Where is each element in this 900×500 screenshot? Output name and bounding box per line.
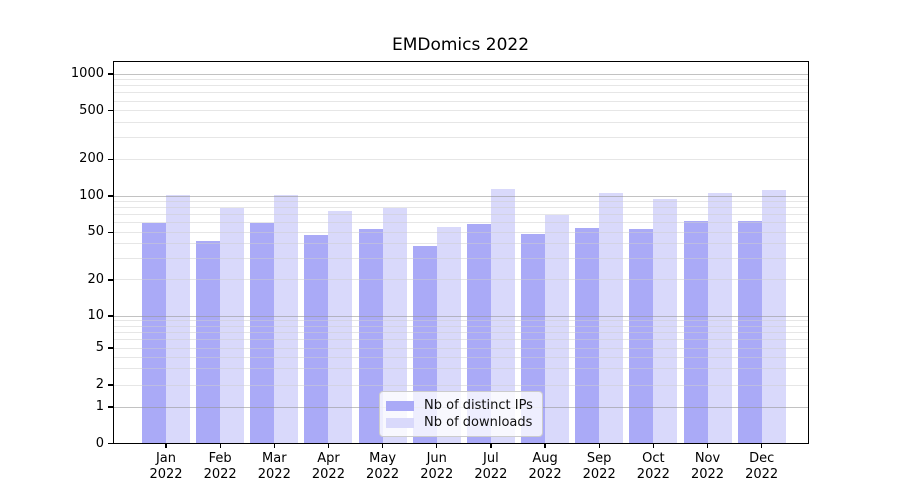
y-tick-mark [108,384,113,386]
x-tick-mark [382,443,384,448]
major-gridline [113,73,808,75]
x-tick-label-jan: Jan 2022 [149,451,183,482]
legend-label-downloads: Nb of downloads [424,415,533,430]
y-tick-label: 2 [95,377,104,392]
bar-distinct-ips-may [358,229,383,444]
legend-swatch-distinct-ips-icon [386,400,414,411]
x-tick-label-aug: Aug 2022 [528,451,562,482]
legend-swatch-downloads-icon [386,417,414,428]
x-tick-mark [706,443,709,448]
x-tick-label-mar: Mar 2022 [257,451,291,482]
minor-gridline [113,356,808,358]
x-tick-label-apr: Apr 2022 [311,451,345,482]
minor-gridline [113,110,808,112]
minor-gridline [113,79,808,81]
x-tick-mark [544,443,546,448]
major-gridline [113,315,808,317]
bar-downloads-sep [599,192,624,444]
y-tick-mark [108,315,113,317]
minor-gridline [113,368,808,370]
x-tick-mark [165,443,167,448]
y-tick-mark [108,231,113,233]
minor-gridline [113,158,808,160]
minor-gridline [113,384,808,386]
minor-gridline [113,279,808,281]
x-tick-mark [436,443,438,448]
bar-distinct-ips-oct [629,229,654,444]
y-tick-mark [108,279,113,281]
y-tick-mark [108,195,113,197]
x-tick-label-jul: Jul 2022 [474,451,508,482]
x-tick-label-feb: Feb 2022 [203,451,237,482]
x-tick-mark [761,443,763,448]
bar-downloads-apr [328,210,353,444]
y-tick-label: 1000 [70,66,104,81]
minor-gridline [113,331,808,333]
x-tick-label-may: May 2022 [366,451,400,482]
minor-gridline [113,122,808,124]
x-tick-mark [327,443,330,448]
legend: Nb of distinct IPs Nb of downloads [379,391,543,437]
major-gridline [113,195,808,197]
y-tick-mark [108,406,113,408]
y-tick-label: 0 [95,435,104,451]
minor-gridline [113,231,808,233]
minor-gridline [113,320,808,322]
minor-gridline [113,347,808,349]
y-tick-label: 200 [79,151,104,167]
minor-gridline [113,325,808,327]
y-tick-label: 500 [79,102,104,118]
minor-gridline [113,258,808,260]
gridlines-layer [113,61,808,444]
bar-distinct-ips-feb [196,241,221,444]
legend-item-downloads: Nb of downloads [386,414,534,431]
y-tick-label: 5 [95,340,104,355]
minor-gridline [113,200,808,202]
x-tick-mark [219,443,221,448]
x-tick-label-nov: Nov 2022 [690,451,725,482]
minor-gridline [113,137,808,139]
y-tick-mark [108,73,113,75]
minor-gridline [113,207,808,209]
y-tick-mark [108,347,113,349]
minor-gridline [113,339,808,341]
minor-gridline [113,222,808,224]
minor-gridline [113,85,808,87]
y-tick-mark [108,110,113,112]
x-tick-mark [652,443,655,448]
chart-title: EMDomics 2022 [391,35,530,55]
minor-gridline [113,243,808,245]
minor-gridline [113,92,808,94]
minor-gridline [113,214,808,216]
plot-area [113,61,808,444]
bar-downloads-aug [545,214,570,444]
minor-gridline [113,100,808,102]
legend-label-distinct-ips: Nb of distinct IPs [424,398,533,413]
y-tick-mark [108,442,113,445]
x-tick-label-sep: Sep 2022 [582,451,616,482]
x-tick-label-oct: Oct 2022 [636,451,670,482]
bar-downloads-nov [707,193,732,444]
legend-item-distinct-ips: Nb of distinct IPs [386,397,534,414]
bar-downloads-jan [166,195,190,444]
bar-downloads-feb [220,207,245,444]
x-tick-mark [273,443,275,448]
y-tick-label: 10 [87,308,104,323]
y-tick-label: 20 [87,271,104,287]
bar-downloads-mar [274,194,299,444]
y-tick-label: 1 [95,399,104,414]
x-tick-label-jun: Jun 2022 [420,451,454,482]
y-tick-label: 50 [87,224,104,240]
y-tick-label: 100 [79,188,104,203]
x-tick-mark [598,443,600,448]
x-tick-label-dec: Dec 2022 [745,451,779,482]
bar-distinct-ips-sep [575,228,600,444]
x-tick-mark [490,443,492,448]
y-tick-mark [108,158,113,160]
